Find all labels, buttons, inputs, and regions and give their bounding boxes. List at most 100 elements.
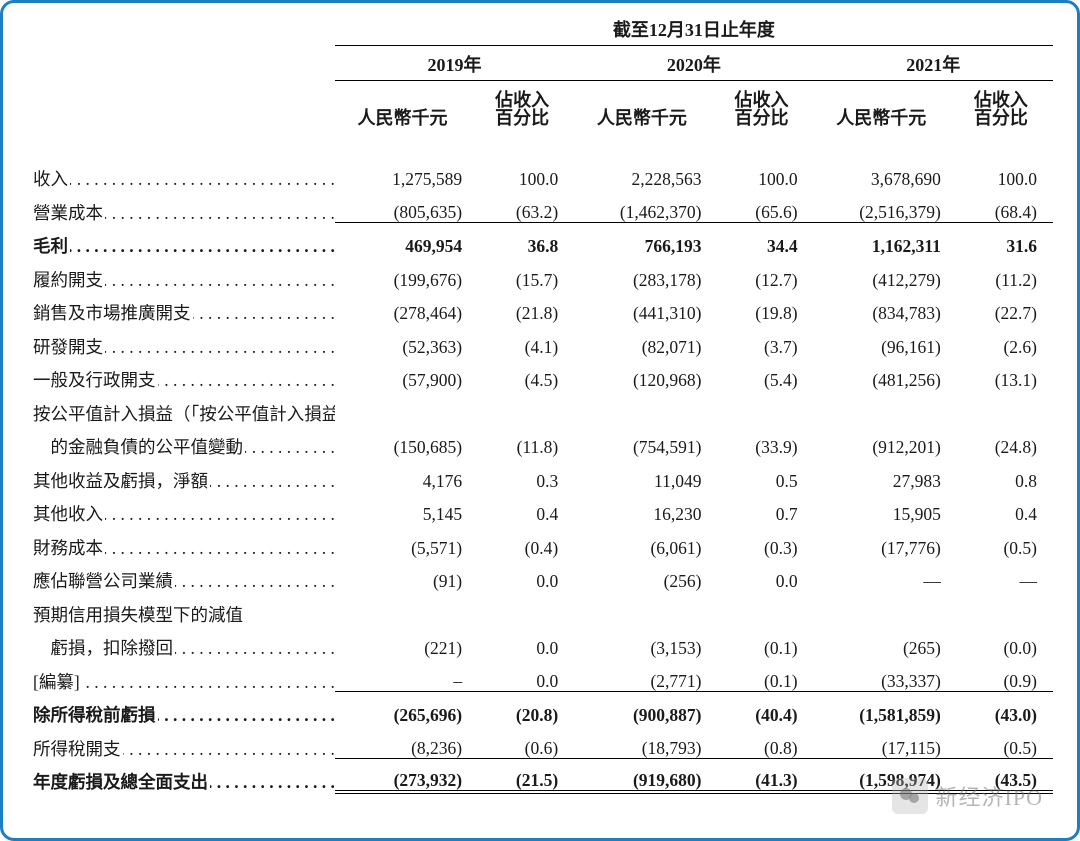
sub-pct-2021: 佔收入 百分比 xyxy=(949,81,1053,134)
cell: (1,462,370) xyxy=(574,189,709,223)
cell: (13.1) xyxy=(949,356,1053,390)
cell: (0.1) xyxy=(710,624,814,658)
cell: (19.8) xyxy=(710,289,814,323)
cell: (0.3) xyxy=(710,524,814,558)
cell: 0.0 xyxy=(710,557,814,591)
cell: 0.3 xyxy=(470,457,574,491)
row-label: 毛利 xyxy=(33,222,335,256)
cell xyxy=(470,591,574,625)
cell: (1,598,974) xyxy=(814,758,949,792)
row-label: 預期信用損失模型下的減值 xyxy=(33,591,335,625)
cell: (900,887) xyxy=(574,691,709,725)
row-label: 除所得稅前虧損 xyxy=(33,691,335,725)
table-row: 毛利469,95436.8766,19334.41,162,31131.6 xyxy=(33,222,1053,256)
table-row: 按公平值計入損益（「按公平值計入損益」） xyxy=(33,390,1053,424)
row-label: 一般及行政開支 xyxy=(33,356,335,390)
cell: (0.5) xyxy=(949,524,1053,558)
sub-pct-2019: 佔收入 百分比 xyxy=(470,81,574,134)
cell: 36.8 xyxy=(470,222,574,256)
cell: (481,256) xyxy=(814,356,949,390)
table-row: 一般及行政開支(57,900)(4.5)(120,968)(5.4)(481,2… xyxy=(33,356,1053,390)
cell: 0.7 xyxy=(710,490,814,524)
table-row: 營業成本(805,635)(63.2)(1,462,370)(65.6)(2,5… xyxy=(33,189,1053,223)
cell: 100.0 xyxy=(949,155,1053,189)
cell: (0.9) xyxy=(949,658,1053,692)
cell: (283,178) xyxy=(574,256,709,290)
cell: (3,153) xyxy=(574,624,709,658)
cell: (5.4) xyxy=(710,356,814,390)
cell: (199,676) xyxy=(335,256,470,290)
cell: (0.4) xyxy=(470,524,574,558)
sub-amount-2019: 人民幣千元 xyxy=(335,81,470,134)
row-label: 研發開支 xyxy=(33,323,335,357)
sub-amount-2020: 人民幣千元 xyxy=(574,81,709,134)
cell xyxy=(814,390,949,424)
cell xyxy=(574,390,709,424)
cell: 5,145 xyxy=(335,490,470,524)
sub-pct-2020: 佔收入 百分比 xyxy=(710,81,814,134)
cell: 100.0 xyxy=(710,155,814,189)
cell: (4.1) xyxy=(470,323,574,357)
cell: (43.5) xyxy=(949,758,1053,792)
row-label: 的金融負債的公平值變動 xyxy=(33,423,335,457)
table-row: 的金融負債的公平值變動(150,685)(11.8)(754,591)(33.9… xyxy=(33,423,1053,457)
cell: (256) xyxy=(574,557,709,591)
cell xyxy=(949,591,1053,625)
cell: (2,771) xyxy=(574,658,709,692)
cell: (0.5) xyxy=(949,725,1053,759)
cell: 0.0 xyxy=(470,557,574,591)
cell: (68.4) xyxy=(949,189,1053,223)
row-label: 其他收入 xyxy=(33,490,335,524)
cell: (912,201) xyxy=(814,423,949,457)
cell: (33,337) xyxy=(814,658,949,692)
cell: 34.4 xyxy=(710,222,814,256)
row-label: 營業成本 xyxy=(33,189,335,223)
cell: (24.8) xyxy=(949,423,1053,457)
cell: 11,049 xyxy=(574,457,709,491)
cell: (21.8) xyxy=(470,289,574,323)
row-label: 所得稅開支 xyxy=(33,725,335,759)
row-label: 其他收益及虧損，淨額 xyxy=(33,457,335,491)
cell xyxy=(710,390,814,424)
table-row: 所得稅開支(8,236)(0.6)(18,793)(0.8)(17,115)(0… xyxy=(33,725,1053,759)
cell: (265) xyxy=(814,624,949,658)
cell: (265,696) xyxy=(335,691,470,725)
cell: (18,793) xyxy=(574,725,709,759)
cell: (0.6) xyxy=(470,725,574,759)
cell: 0.8 xyxy=(949,457,1053,491)
row-label: 應佔聯營公司業績 xyxy=(33,557,335,591)
table-row: 研發開支(52,363)(4.1)(82,071)(3.7)(96,161)(2… xyxy=(33,323,1053,357)
cell: 15,905 xyxy=(814,490,949,524)
cell: (43.0) xyxy=(949,691,1053,725)
table-row: 其他收入5,1450.416,2300.715,9050.4 xyxy=(33,490,1053,524)
cell: (5,571) xyxy=(335,524,470,558)
row-label: 按公平值計入損益（「按公平值計入損益」） xyxy=(33,390,335,424)
cell: 469,954 xyxy=(335,222,470,256)
cell: (17,776) xyxy=(814,524,949,558)
table-body: 收入1,275,589100.02,228,563100.03,678,6901… xyxy=(33,155,1053,792)
cell: (41.3) xyxy=(710,758,814,792)
row-label: 財務成本 xyxy=(33,524,335,558)
year-2020: 2020年 xyxy=(574,46,813,81)
table-row: 收入1,275,589100.02,228,563100.03,678,6901… xyxy=(33,155,1053,189)
cell: (150,685) xyxy=(335,423,470,457)
cell: (441,310) xyxy=(574,289,709,323)
cell: (120,968) xyxy=(574,356,709,390)
cell: (15.7) xyxy=(470,256,574,290)
cell: (273,932) xyxy=(335,758,470,792)
cell: (91) xyxy=(335,557,470,591)
cell: (805,635) xyxy=(335,189,470,223)
row-label: 收入 xyxy=(33,155,335,189)
cell: 0.0 xyxy=(470,624,574,658)
cell: (11.8) xyxy=(470,423,574,457)
cell xyxy=(949,390,1053,424)
table-row: 銷售及市場推廣開支(278,464)(21.8)(441,310)(19.8)(… xyxy=(33,289,1053,323)
cell: 27,983 xyxy=(814,457,949,491)
cell: — xyxy=(949,557,1053,591)
table-row: 年度虧損及總全面支出(273,932)(21.5)(919,680)(41.3)… xyxy=(33,758,1053,792)
cell: 2,228,563 xyxy=(574,155,709,189)
table-row: 應佔聯營公司業績(91)0.0(256)0.0—— xyxy=(33,557,1053,591)
cell: 3,678,690 xyxy=(814,155,949,189)
cell: (412,279) xyxy=(814,256,949,290)
cell: (278,464) xyxy=(335,289,470,323)
